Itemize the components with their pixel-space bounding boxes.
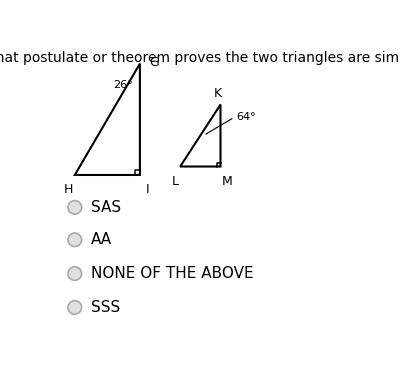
- Text: NONE OF THE ABOVE: NONE OF THE ABOVE: [91, 266, 254, 281]
- Text: G: G: [149, 56, 159, 69]
- Text: SAS: SAS: [91, 200, 121, 215]
- Ellipse shape: [68, 267, 82, 280]
- Text: K: K: [213, 87, 222, 100]
- Text: L: L: [172, 175, 179, 188]
- Ellipse shape: [68, 201, 82, 214]
- Text: H: H: [64, 183, 73, 197]
- Text: 64°: 64°: [236, 112, 256, 122]
- Ellipse shape: [68, 300, 82, 314]
- Ellipse shape: [68, 233, 82, 247]
- Text: I: I: [146, 183, 150, 197]
- Text: What postulate or theorem proves the two triangles are similar?: What postulate or theorem proves the two…: [0, 51, 400, 65]
- Text: SSS: SSS: [91, 300, 120, 315]
- Text: AA: AA: [91, 232, 112, 247]
- Text: 26°: 26°: [113, 80, 133, 90]
- Text: M: M: [221, 175, 232, 188]
